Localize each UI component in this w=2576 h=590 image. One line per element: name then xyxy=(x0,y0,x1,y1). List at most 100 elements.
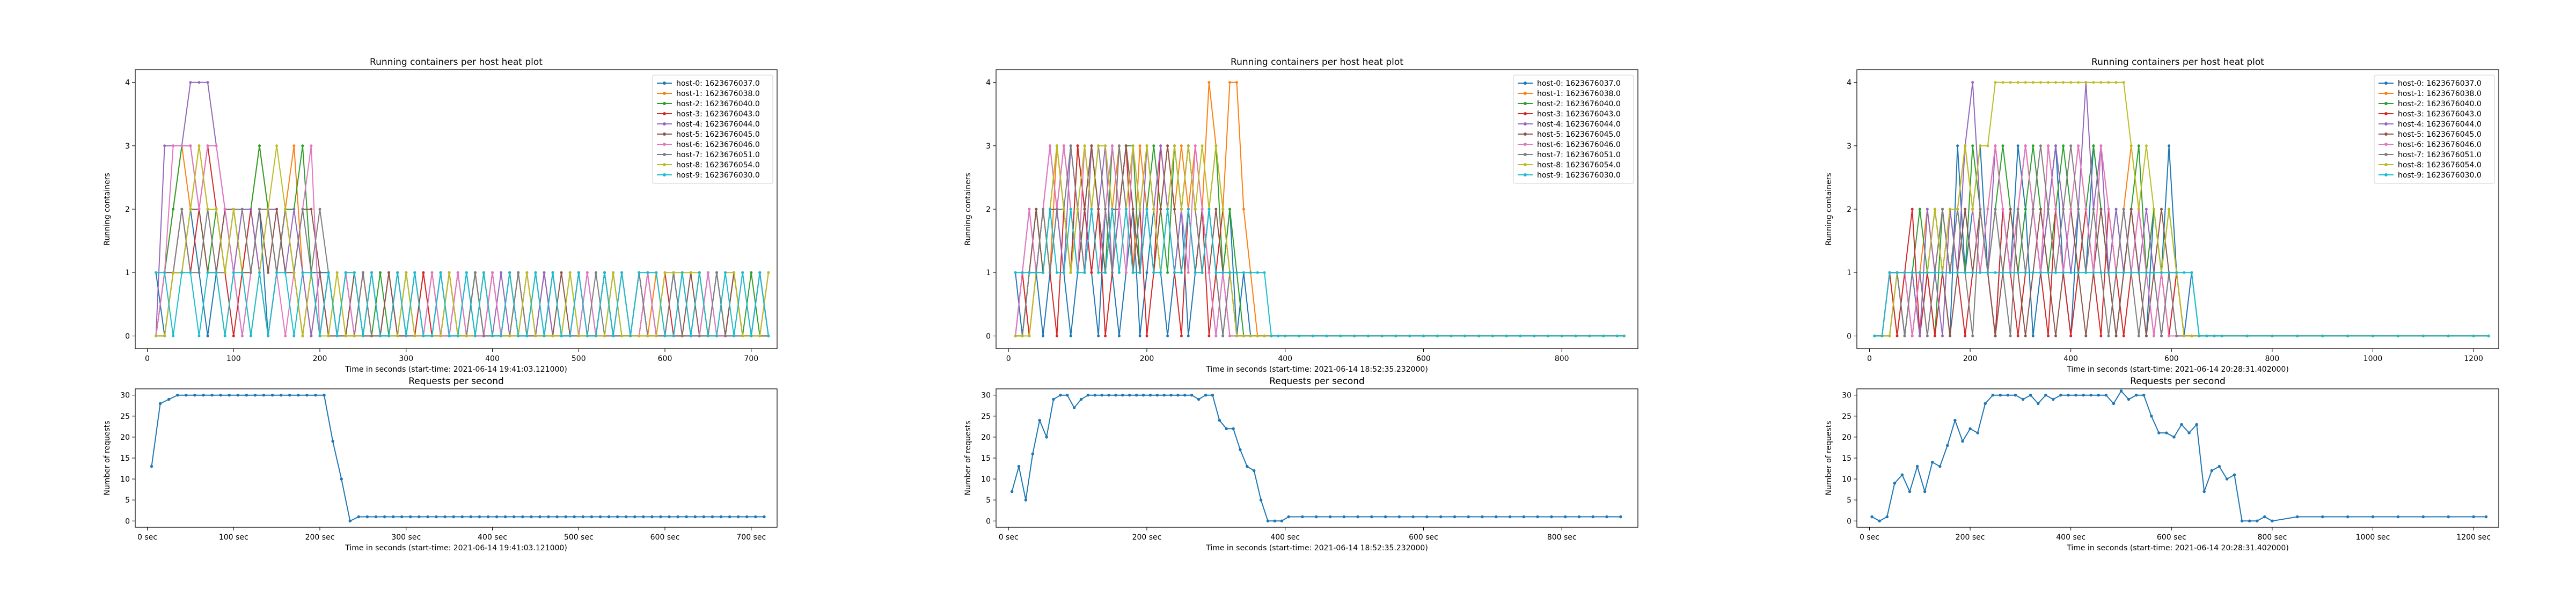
y-tick-label: 5 xyxy=(986,496,991,505)
data-point xyxy=(530,515,533,519)
x-tick-label: 100 xyxy=(226,355,241,363)
data-point xyxy=(1045,436,1048,439)
data-point xyxy=(1228,208,1232,211)
y-tick-label: 2 xyxy=(1847,205,1851,214)
data-point xyxy=(327,271,330,274)
data-point xyxy=(1339,334,1342,337)
data-point xyxy=(1495,515,1498,519)
data-point xyxy=(2122,81,2125,84)
data-point xyxy=(1221,208,1225,211)
data-point xyxy=(1439,515,1443,519)
legend-item-host-6: host-6: 1623676046.0 xyxy=(657,141,760,149)
data-point xyxy=(2114,81,2118,84)
legend-item-host-8: host-8: 1623676054.0 xyxy=(2379,161,2482,169)
data-point xyxy=(1915,464,1919,468)
data-point xyxy=(2248,519,2251,523)
legend-marker xyxy=(2384,143,2388,146)
data-point xyxy=(297,393,300,397)
data-point xyxy=(517,334,520,337)
y-tick-label: 30 xyxy=(981,392,991,400)
data-point xyxy=(1256,271,1259,274)
data-point xyxy=(1314,515,1318,519)
y-tick-label: 10 xyxy=(1842,475,1851,484)
legend-label: host-5: 1623676045.0 xyxy=(2398,130,2482,139)
legend-marker xyxy=(1524,82,1527,85)
data-point xyxy=(452,515,455,519)
data-point xyxy=(1491,334,1494,337)
legend-marker xyxy=(1524,153,1527,156)
data-point xyxy=(2145,208,2148,211)
data-point xyxy=(448,334,451,337)
data-point xyxy=(525,271,529,274)
y-tick-label: 25 xyxy=(120,412,130,421)
legend-label: host-7: 1623676051.0 xyxy=(1537,151,1621,159)
data-point xyxy=(724,271,727,274)
data-point xyxy=(2031,271,2035,274)
legend-label: host-5: 1623676045.0 xyxy=(1537,130,1621,139)
data-point xyxy=(564,515,567,519)
data-point xyxy=(327,334,330,337)
data-point xyxy=(1072,406,1076,409)
data-point xyxy=(1926,208,1929,211)
data-point xyxy=(1194,144,1197,148)
data-point xyxy=(500,271,503,274)
data-point xyxy=(733,334,736,337)
data-point xyxy=(301,271,304,274)
data-point xyxy=(2271,519,2274,523)
y-tick-label: 10 xyxy=(981,475,991,484)
data-point xyxy=(1888,334,1891,337)
data-point xyxy=(1949,208,1951,211)
data-point xyxy=(1117,271,1121,274)
requests-line xyxy=(1011,394,1621,522)
x-tick-label: 0 xyxy=(1867,355,1872,363)
data-point xyxy=(1986,144,1989,148)
data-point xyxy=(2054,334,2057,337)
data-point xyxy=(180,144,184,148)
data-point xyxy=(1249,334,1252,337)
x-axis-label: Time in seconds (start-time: 2021-06-14 … xyxy=(1205,544,1428,552)
x-tick-label: 800 xyxy=(1555,355,1569,363)
data-point xyxy=(1152,208,1155,211)
chart-title: Running containers per host heat plot xyxy=(370,57,543,68)
data-point xyxy=(1194,271,1197,274)
data-point xyxy=(1076,208,1079,211)
data-point xyxy=(1933,271,1936,274)
data-point xyxy=(387,334,391,337)
data-point xyxy=(1991,393,1995,397)
data-point xyxy=(1069,271,1072,274)
data-point xyxy=(1111,144,1114,148)
data-point xyxy=(2122,271,2125,274)
data-point xyxy=(2160,208,2163,211)
data-point xyxy=(1273,519,1277,523)
data-point xyxy=(2195,423,2198,426)
data-point xyxy=(292,144,296,148)
data-point xyxy=(2024,144,2027,148)
data-point xyxy=(2082,393,2085,397)
data-point xyxy=(422,271,425,274)
data-point xyxy=(534,334,537,337)
data-point xyxy=(1162,393,1166,397)
data-point xyxy=(1263,271,1266,274)
data-point xyxy=(2245,334,2249,337)
x-tick-label: 600 xyxy=(658,355,672,363)
data-point xyxy=(2044,393,2047,397)
legend: host-0: 1623676037.0 host-1: 1623676038.0… xyxy=(2374,75,2495,184)
data-point xyxy=(689,334,692,337)
plot-area xyxy=(1873,81,2490,337)
data-point xyxy=(1979,271,1982,274)
data-point xyxy=(155,334,158,337)
data-point xyxy=(1615,334,1619,337)
data-point xyxy=(400,515,404,519)
data-point xyxy=(206,144,209,148)
data-point xyxy=(2142,393,2146,397)
data-point xyxy=(1270,334,1273,337)
data-point xyxy=(2233,473,2236,477)
data-point xyxy=(365,515,369,519)
data-point xyxy=(633,515,636,519)
data-point xyxy=(1059,393,1062,397)
data-point xyxy=(638,271,641,274)
x-axis-label: Time in seconds (start-time: 2021-06-14 … xyxy=(345,365,567,374)
data-point xyxy=(2210,469,2214,473)
data-point xyxy=(2021,397,2025,401)
data-point xyxy=(1938,464,1942,468)
